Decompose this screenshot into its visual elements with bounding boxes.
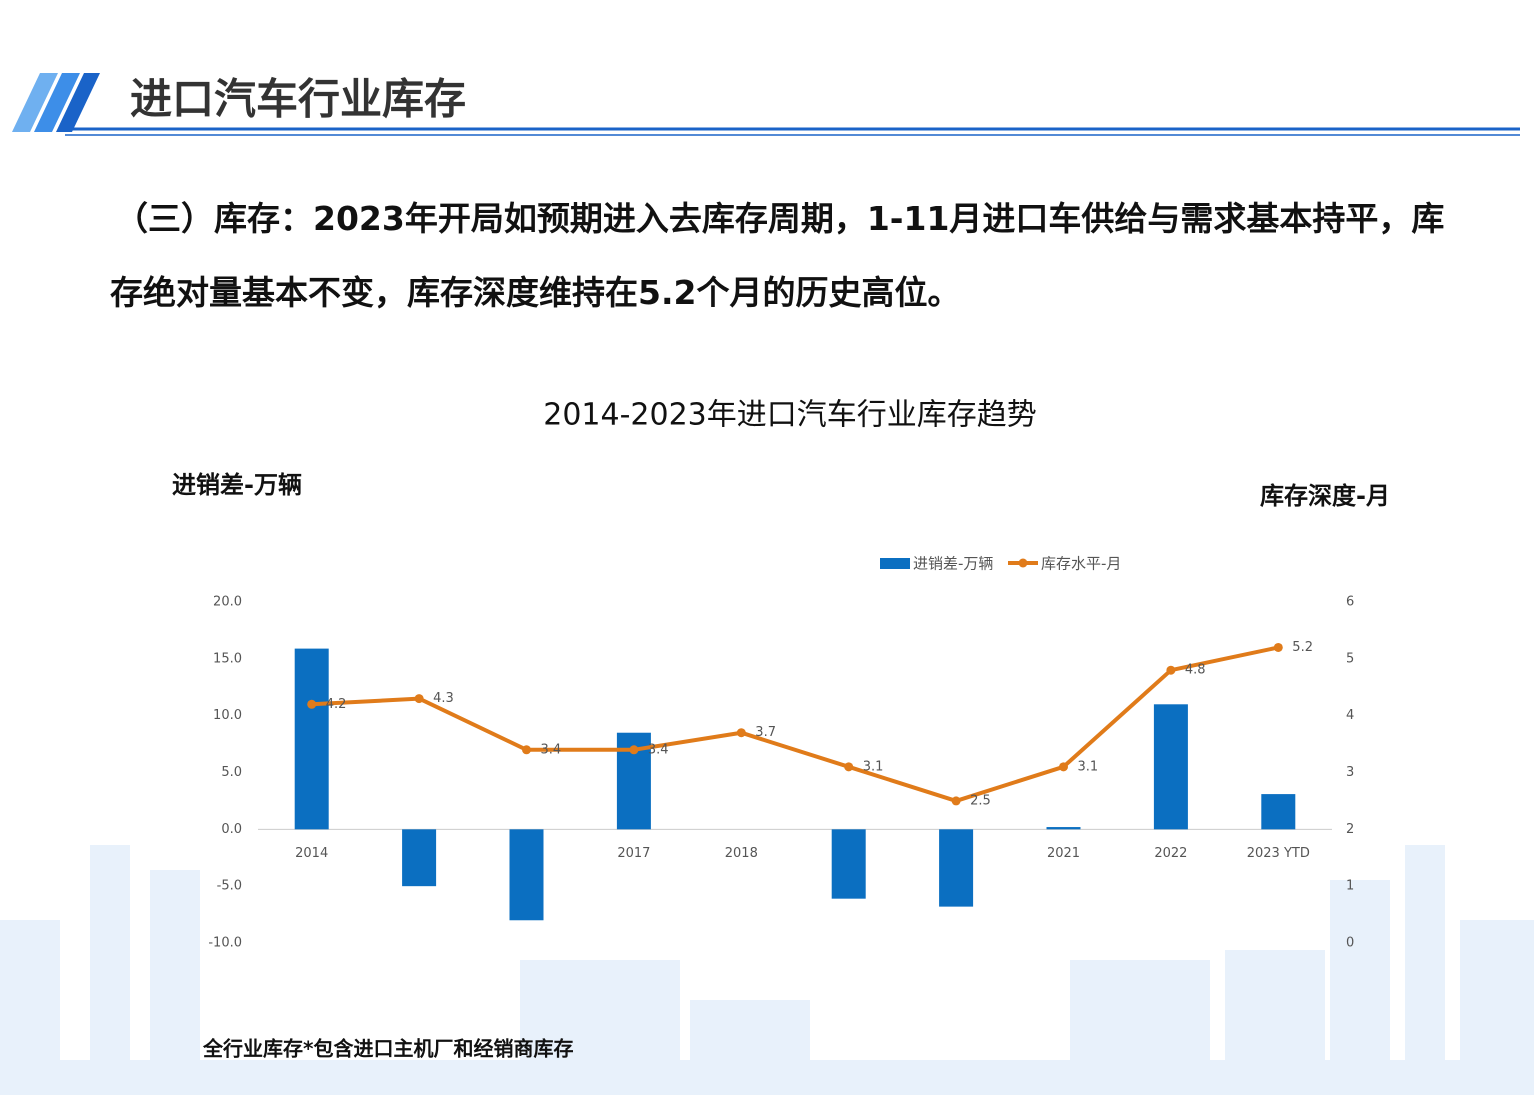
y2-tick-label: 3 <box>1346 765 1354 780</box>
data-label: 3.4 <box>648 742 669 757</box>
bar <box>294 648 329 830</box>
y2-axis-label: 库存深度-月 <box>1260 482 1390 510</box>
paragraph: （三）库存：2023年开局如预期进入去库存周期，1-11月进口车供给与需求基本持… <box>110 199 1445 312</box>
data-label: 3.4 <box>541 742 562 757</box>
point <box>1059 762 1068 772</box>
bar <box>1153 704 1188 830</box>
point <box>414 694 424 704</box>
y2-tick-label: 2 <box>1346 822 1354 837</box>
y-axis-label: 进销差-万辆 <box>172 471 302 499</box>
footnote: 全行业库存*包含进口主机厂和经销商库存 <box>202 1037 573 1061</box>
chart-title: 2014-2023年进口汽车行业库存趋势 <box>543 398 1037 433</box>
point <box>522 745 531 755</box>
data-label: 3.7 <box>755 725 776 740</box>
y2-tick-label: 5 <box>1346 651 1354 666</box>
point <box>307 699 317 709</box>
x-tick-label: 2021 <box>1047 846 1080 861</box>
data-label: 2.5 <box>970 793 991 808</box>
legend-swatch <box>1018 558 1028 568</box>
point <box>736 728 746 738</box>
point <box>951 796 961 806</box>
bar <box>939 829 974 907</box>
data-label: 4.2 <box>326 697 347 712</box>
y2-tick-label: 4 <box>1346 708 1354 723</box>
y-tick-label: 5.0 <box>221 765 242 780</box>
point <box>1166 665 1176 675</box>
x-tick-label: 2022 <box>1154 846 1187 861</box>
y2-tick-label: 1 <box>1346 879 1354 894</box>
bar <box>402 829 437 887</box>
x-tick-label: 2014 <box>295 846 328 861</box>
y-tick-label: 20.0 <box>213 595 242 610</box>
point <box>629 745 639 755</box>
header-stripes <box>12 73 100 132</box>
bar <box>1046 827 1081 830</box>
y-tick-label: 10.0 <box>213 708 242 723</box>
data-label: 4.8 <box>1185 663 1206 678</box>
bar <box>509 829 544 921</box>
x-tick-label: 2017 <box>617 846 650 861</box>
data-label: 4.3 <box>433 691 454 706</box>
legend-label: 进销差-万辆 <box>913 555 993 573</box>
data-label: 3.1 <box>1078 759 1099 774</box>
x-tick-label: 2023 YTD <box>1247 846 1310 861</box>
y2-tick-label: 0 <box>1346 936 1354 951</box>
legend-label: 库存水平-月 <box>1041 555 1121 573</box>
point <box>1273 642 1283 652</box>
point <box>844 762 854 772</box>
header-title: 进口汽车行业库存 <box>130 75 466 124</box>
skyline <box>0 845 1534 1095</box>
x-tick-label: 2018 <box>725 846 758 861</box>
y-tick-label: 0.0 <box>221 822 242 837</box>
data-label: 3.1 <box>863 759 884 774</box>
data-label: 5.2 <box>1292 640 1313 655</box>
y-tick-label: -5.0 <box>217 879 242 894</box>
y-tick-label: -10.0 <box>208 936 242 951</box>
legend-swatch <box>880 558 910 569</box>
y-tick-label: 15.0 <box>213 651 242 666</box>
bar <box>1261 794 1296 830</box>
bar <box>831 829 866 899</box>
line <box>311 645 1279 803</box>
y2-tick-label: 6 <box>1346 595 1354 610</box>
